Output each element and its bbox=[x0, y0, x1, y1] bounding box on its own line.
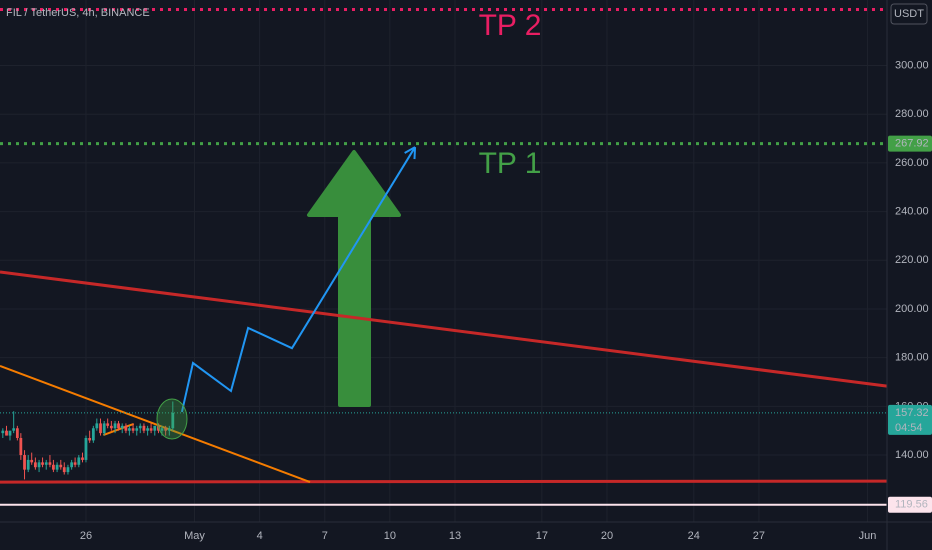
trendline bbox=[0, 479, 888, 484]
y-tick-label: 260.00 bbox=[895, 157, 929, 169]
candle-body bbox=[55, 464, 59, 470]
candle-body bbox=[15, 428, 19, 439]
x-tick-label: 17 bbox=[536, 530, 548, 542]
x-tick-label: 7 bbox=[322, 530, 328, 542]
candle-body bbox=[91, 428, 95, 441]
candle-body bbox=[62, 467, 66, 473]
candle-body bbox=[124, 425, 128, 431]
price-label: 157.32 bbox=[895, 407, 929, 419]
countdown: 04:54 bbox=[895, 422, 923, 434]
arrow-head bbox=[404, 146, 416, 154]
y-tick-label: 240.00 bbox=[895, 205, 929, 217]
candle-body bbox=[146, 428, 150, 431]
highlight-circle bbox=[156, 398, 188, 440]
candle-body bbox=[52, 464, 55, 470]
x-tick-label: Jun bbox=[859, 530, 877, 542]
candle-body bbox=[106, 423, 110, 426]
x-tick-label: 27 bbox=[753, 530, 765, 542]
candle-body bbox=[153, 425, 157, 431]
price-label: 119.56 bbox=[895, 499, 928, 511]
y-tick-label: 280.00 bbox=[895, 108, 929, 120]
projection-path bbox=[180, 146, 416, 413]
candle-body bbox=[142, 425, 146, 431]
candle-body bbox=[66, 467, 70, 473]
candle-body bbox=[77, 457, 81, 465]
candle-body bbox=[99, 423, 102, 434]
y-tick-label: 300.00 bbox=[895, 59, 929, 71]
y-tick-label: 220.00 bbox=[895, 254, 929, 266]
candle-body bbox=[131, 428, 135, 431]
candle-body bbox=[37, 462, 41, 468]
candle-body bbox=[59, 464, 63, 468]
candle-body bbox=[120, 425, 124, 429]
x-tick-label: 13 bbox=[449, 530, 461, 542]
candle-body bbox=[30, 459, 34, 463]
price-label-box bbox=[888, 135, 932, 152]
candle-body bbox=[81, 457, 84, 460]
trendline bbox=[0, 270, 888, 388]
tp1-label: TP 1 bbox=[479, 147, 542, 180]
candle-body bbox=[84, 438, 88, 460]
candle-body bbox=[23, 455, 26, 470]
candle-body bbox=[117, 423, 120, 429]
candle-body bbox=[138, 425, 142, 429]
tp2-label: TP 2 bbox=[479, 9, 542, 42]
candle-body bbox=[48, 462, 52, 465]
arrow-head bbox=[413, 147, 417, 160]
candle-body bbox=[70, 462, 74, 468]
y-tick-label: 140.00 bbox=[895, 449, 929, 461]
price-label: 267.92 bbox=[895, 138, 929, 150]
candle-body bbox=[33, 462, 37, 468]
candle-body bbox=[88, 438, 92, 441]
candle-body bbox=[41, 462, 44, 465]
x-tick-label: 4 bbox=[257, 530, 263, 542]
candle-body bbox=[113, 423, 117, 429]
y-tick-label: 180.00 bbox=[895, 352, 929, 364]
candle-body bbox=[8, 430, 12, 436]
candle-body bbox=[102, 423, 106, 434]
candle-body bbox=[26, 459, 30, 470]
y-tick-label: 200.00 bbox=[895, 303, 929, 315]
candle-body bbox=[127, 428, 131, 431]
trendline bbox=[0, 364, 311, 484]
candle-body bbox=[135, 428, 139, 431]
price-label-box bbox=[888, 404, 932, 435]
candle-body bbox=[1, 430, 5, 434]
currency: USDT bbox=[894, 8, 924, 20]
candle-body bbox=[5, 430, 8, 436]
x-tick-label: 10 bbox=[384, 530, 396, 542]
symbol-title: FIL / TetherUS, 4h, BINANCE bbox=[6, 7, 150, 19]
x-tick-label: 26 bbox=[80, 530, 92, 542]
candle-body bbox=[109, 425, 113, 429]
price-label-box bbox=[888, 496, 932, 513]
x-tick-label: 24 bbox=[688, 530, 700, 542]
candle-body bbox=[73, 462, 77, 465]
currency-box bbox=[890, 3, 928, 25]
candle-body bbox=[12, 428, 16, 431]
x-tick-label: May bbox=[184, 530, 205, 542]
candle-body bbox=[44, 462, 48, 465]
up-arrow bbox=[307, 150, 401, 407]
candle-body bbox=[160, 428, 164, 431]
candle-body bbox=[164, 428, 168, 431]
x-tick-label: 20 bbox=[601, 530, 613, 542]
candle-body bbox=[149, 428, 153, 431]
candle-body bbox=[95, 423, 99, 429]
candle-body bbox=[171, 412, 175, 429]
candle-body bbox=[167, 428, 171, 431]
candle-body bbox=[19, 438, 23, 456]
